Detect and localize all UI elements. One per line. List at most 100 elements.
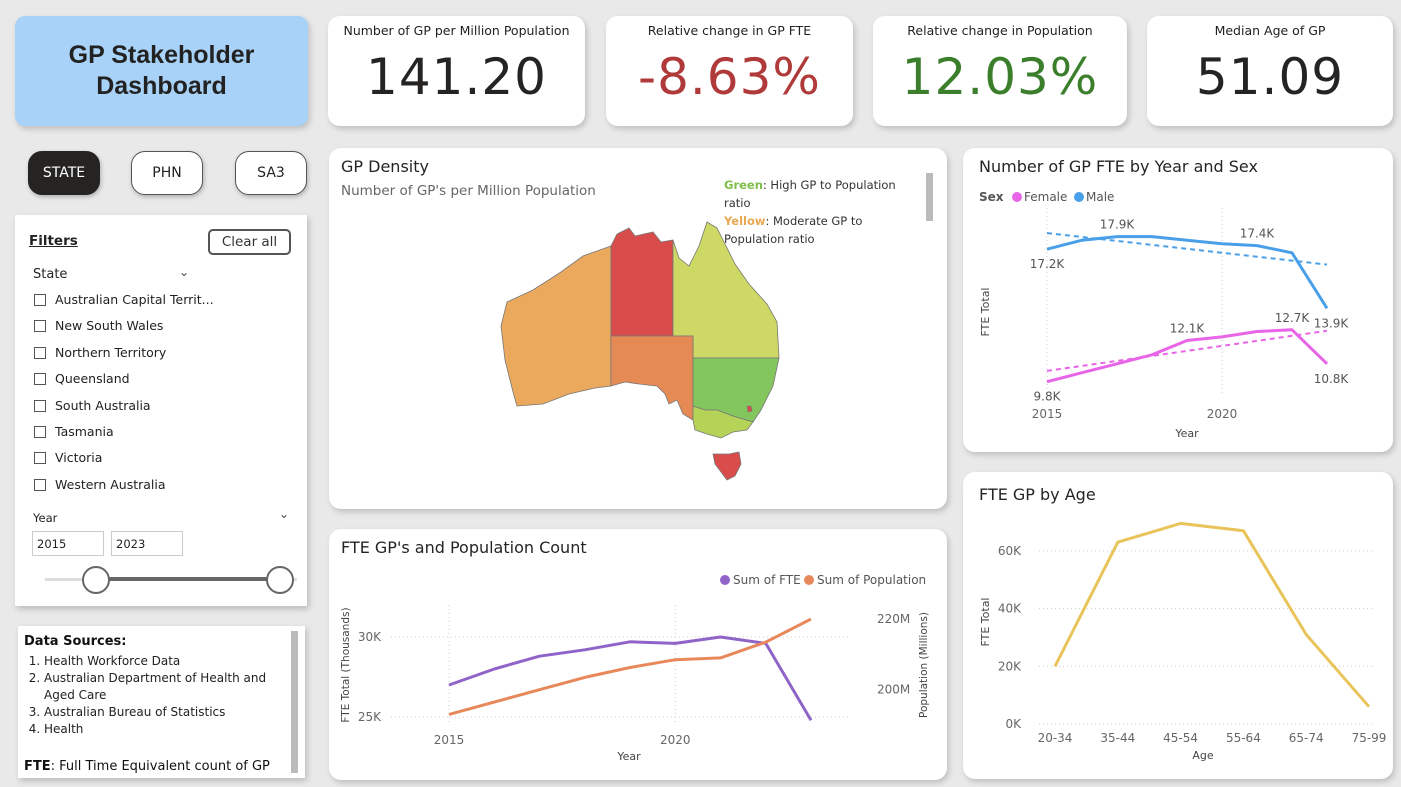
checkbox[interactable]	[34, 425, 46, 438]
x-axis-label: Year	[616, 750, 641, 763]
option-label: South Australia	[55, 398, 151, 413]
state-option-act[interactable]: Australian Capital Territ...	[34, 292, 214, 307]
y-axis-label: FTE Total (Thousands)	[340, 607, 352, 722]
year-to-input[interactable]: 2023	[111, 531, 183, 556]
data-label: 12.1K	[1170, 321, 1206, 335]
chart-title: Number of GP FTE by Year and Sex	[979, 157, 1258, 176]
option-label: Queensland	[55, 371, 130, 386]
kpi-card-gp-fte-change: Relative change in GP FTE -8.63%	[606, 16, 853, 126]
series-line	[1053, 521, 1371, 708]
y-axis-label: FTE Total	[979, 598, 992, 647]
x-tick-label: 55-64	[1226, 731, 1261, 745]
tab-sa3[interactable]: SA3	[235, 151, 307, 195]
chevron-down-icon[interactable]: ⌄	[279, 507, 290, 521]
legend-entry: Male	[1086, 190, 1114, 204]
state-nt[interactable]	[610, 227, 674, 337]
state-option-nt[interactable]: Northern Territory	[34, 345, 166, 360]
year-from-input[interactable]: 2015	[32, 531, 104, 556]
kpi-label: Number of GP per Million Population	[343, 23, 570, 38]
list-item: Health Workforce Data	[44, 653, 284, 670]
state-act[interactable]	[746, 405, 753, 413]
kpi-value: 12.03%	[901, 48, 1099, 106]
data-sources-list: Health Workforce Data Australian Departm…	[44, 653, 284, 738]
legend-title: Sex	[979, 190, 1004, 204]
x-tick-label: 75-99	[1352, 731, 1387, 745]
y-tick-label: 60K	[998, 544, 1022, 558]
australia-map	[500, 221, 780, 481]
trend-line-female	[1046, 329, 1328, 372]
option-label: Western Australia	[55, 477, 166, 492]
tab-phn[interactable]: PHN	[131, 151, 203, 195]
y-tick-label: 40K	[998, 602, 1022, 616]
fte-population-card: FTE GP's and Population Count Sum of FTE…	[329, 529, 947, 780]
checkbox[interactable]	[34, 319, 46, 332]
option-label: Northern Territory	[55, 345, 167, 360]
year-slider-end-handle[interactable]	[266, 566, 294, 594]
state-option-wa[interactable]: Western Australia	[34, 477, 166, 492]
dashboard-title-line2: Dashboard	[96, 72, 227, 100]
state-vic[interactable]	[692, 405, 754, 439]
legend-marker	[1074, 192, 1084, 202]
series-line	[448, 617, 812, 716]
scrollbar[interactable]	[291, 631, 298, 773]
year-slider-range	[96, 577, 281, 581]
list-item: Australian Bureau of Statistics	[44, 704, 284, 721]
state-wa[interactable]	[500, 245, 612, 407]
kpi-card-gp-per-million: Number of GP per Million Population 141.…	[328, 16, 585, 126]
kpi-value: 51.09	[1195, 48, 1345, 106]
checkbox[interactable]	[34, 451, 46, 464]
checkbox[interactable]	[34, 399, 46, 412]
legend-marker	[804, 575, 814, 585]
map-legend: Green: High GP to Population ratio Yello…	[724, 178, 896, 246]
tab-state[interactable]: STATE	[28, 151, 100, 195]
kpi-card-median-age: Median Age of GP 51.09	[1147, 16, 1393, 126]
state-option-vic[interactable]: Victoria	[34, 450, 102, 465]
x-tick-label: 2015	[1032, 407, 1063, 421]
clear-all-button[interactable]: Clear all	[208, 229, 291, 255]
dashboard-title: GP Stakeholder	[68, 41, 255, 69]
x-tick-label: 20-34	[1038, 731, 1073, 745]
state-option-sa[interactable]: South Australia	[34, 398, 151, 413]
gp-density-card: GP Density Number of GP's per Million Po…	[329, 148, 947, 509]
y-tick-label: 30K	[358, 630, 382, 644]
y-tick-label: 20K	[998, 659, 1022, 673]
state-option-nsw[interactable]: New South Wales	[34, 318, 163, 333]
trend-line-male	[1046, 232, 1328, 266]
filters-title: Filters	[29, 233, 78, 249]
chart-subtitle: Number of GP's per Million Population	[341, 183, 596, 199]
legend-entry: Sum of FTE	[733, 573, 801, 587]
x-axis-label: Age	[1192, 749, 1214, 762]
option-label: Tasmania	[55, 424, 114, 439]
fte-definition: FTE: Full Time Equivalent count of GP	[24, 759, 270, 774]
scrollbar[interactable]	[926, 173, 933, 221]
data-label: 17.4K	[1240, 227, 1276, 241]
data-label: 12.7K	[1275, 311, 1311, 325]
series-line-female	[1046, 328, 1329, 384]
kpi-label: Relative change in Population	[907, 23, 1093, 38]
year-slider-start-handle[interactable]	[82, 566, 110, 594]
fte-by-sex-chart: Sex Female Male 2015 2020 Year FTE Total 9.8K 12…	[979, 190, 1350, 440]
y-axis-label: FTE Total	[979, 288, 992, 337]
data-sources-heading: Data Sources:	[24, 634, 127, 649]
state-slicer-label: State	[33, 267, 68, 282]
data-label: 9.8K	[1034, 390, 1062, 404]
checkbox[interactable]	[34, 293, 46, 306]
chart-title: GP Density	[341, 157, 429, 176]
checkbox[interactable]	[34, 478, 46, 491]
x-tick-label: 35-44	[1100, 731, 1135, 745]
year-slicer-label: Year	[33, 511, 58, 525]
checkbox[interactable]	[34, 346, 46, 359]
x-tick-label: 2020	[660, 733, 691, 747]
x-tick-label: 2020	[1207, 407, 1238, 421]
checkbox[interactable]	[34, 372, 46, 385]
option-label: New South Wales	[55, 318, 164, 333]
state-sa[interactable]	[610, 335, 694, 421]
chart-title: FTE GP by Age	[979, 485, 1096, 504]
x-axis-label: Year	[1174, 427, 1199, 440]
data-label: 13.9K	[1314, 316, 1350, 330]
state-tas[interactable]	[712, 451, 742, 481]
state-option-tas[interactable]: Tasmania	[34, 424, 114, 439]
legend-marker	[1012, 192, 1022, 202]
state-option-qld[interactable]: Queensland	[34, 371, 130, 386]
chevron-down-icon[interactable]: ⌄	[179, 265, 190, 279]
